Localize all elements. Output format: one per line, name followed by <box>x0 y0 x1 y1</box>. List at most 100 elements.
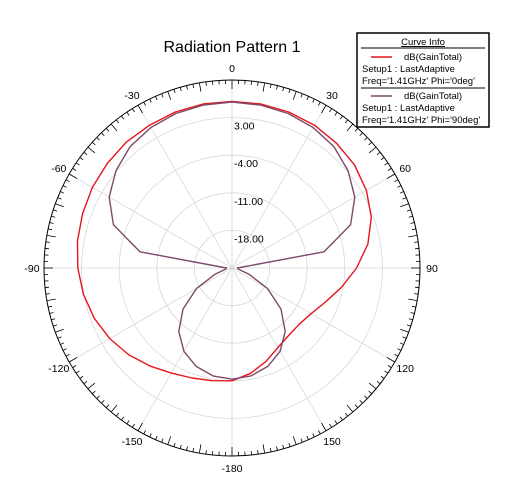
grid-ring <box>156 192 308 344</box>
outer-tick <box>121 416 125 421</box>
outer-tick <box>110 404 118 413</box>
grid-ring <box>193 229 270 306</box>
outer-tick <box>408 298 418 301</box>
outer-tick <box>105 128 110 132</box>
outer-tick <box>72 168 77 171</box>
outer-tick <box>364 137 368 141</box>
radial-tick-label: 3.00 <box>234 121 255 133</box>
outer-tick <box>137 105 143 114</box>
outer-tick <box>92 390 96 395</box>
outer-tick <box>414 241 419 243</box>
outer-tick <box>79 157 84 161</box>
outer-tick <box>45 241 50 243</box>
outer-tick <box>126 420 130 425</box>
outer-tick <box>115 412 120 417</box>
outer-tick <box>368 146 377 154</box>
outer-tick <box>143 101 146 106</box>
outer-tick <box>282 444 285 449</box>
outer-tick <box>179 87 182 92</box>
outer-tick <box>62 185 67 188</box>
outer-tick <box>211 450 214 456</box>
outer-tick <box>83 151 88 156</box>
outer-tick <box>115 119 120 124</box>
outer-tick <box>192 84 195 89</box>
legend-entry-1-name: dB(GainTotal) <box>404 52 462 63</box>
outer-tick <box>262 444 265 454</box>
outer-tick <box>288 89 291 94</box>
outer-tick <box>186 446 188 451</box>
outer-tick <box>49 312 54 314</box>
outer-tick <box>155 435 158 440</box>
outer-tick <box>96 395 100 399</box>
outer-tick <box>346 123 354 132</box>
outer-tick <box>376 380 381 385</box>
outer-tick <box>386 173 395 179</box>
outer-tick <box>384 370 389 374</box>
outer-tick <box>57 336 62 339</box>
outer-tick <box>387 365 392 368</box>
outer-tick <box>406 209 411 212</box>
outer-tick <box>199 444 202 454</box>
outer-tick <box>402 336 407 339</box>
outer-tick <box>211 80 214 86</box>
outer-tick <box>321 105 327 114</box>
outer-tick <box>69 357 78 363</box>
outer-tick <box>44 247 50 250</box>
outer-tick <box>46 235 56 238</box>
outer-tick <box>79 375 84 379</box>
outer-tick <box>384 162 389 166</box>
grid-spoke <box>137 267 233 431</box>
outer-tick <box>269 447 272 452</box>
outer-tick <box>48 305 53 308</box>
outer-tick <box>387 168 392 171</box>
outer-tick <box>269 84 272 89</box>
outer-tick <box>45 293 50 295</box>
outer-tick <box>411 228 416 231</box>
grid-spoke <box>231 104 327 269</box>
outer-tick <box>72 365 77 368</box>
outer-tick <box>312 98 315 103</box>
outer-tick <box>408 235 418 238</box>
outer-tick <box>192 447 195 452</box>
outer-tick <box>411 305 416 308</box>
legend-box <box>356 32 490 128</box>
outer-tick <box>408 215 413 218</box>
outer-tick <box>368 141 372 146</box>
outer-tick <box>55 328 64 333</box>
outer-tick <box>318 101 321 106</box>
angle-tick-label: -60 <box>51 163 66 175</box>
pattern-curve-2 <box>108 101 356 380</box>
radial-tick-label: -18.00 <box>234 233 264 245</box>
angle-tick-label: -90 <box>24 263 39 275</box>
outer-tick <box>121 115 125 120</box>
outer-tick <box>300 438 303 443</box>
legend: Curve Info dB(GainTotal) Setup1 : LastAd… <box>356 32 490 128</box>
legend-header: Curve Info <box>401 37 445 48</box>
outer-tick <box>250 80 253 86</box>
grid-spoke <box>231 173 395 269</box>
outer-tick <box>49 222 54 224</box>
grid-spoke <box>137 104 233 269</box>
outer-tick <box>400 328 409 333</box>
radial-tick-label: -4.00 <box>234 158 258 170</box>
angle-tick-label: 90 <box>426 263 438 275</box>
outer-tick <box>354 128 359 132</box>
outer-tick <box>344 119 349 124</box>
outer-tick <box>334 420 338 425</box>
outer-tick <box>339 115 343 120</box>
outer-tick <box>368 390 372 395</box>
outer-tick <box>110 123 118 132</box>
grid-spoke <box>231 267 327 431</box>
curves <box>76 100 372 382</box>
outer-tick <box>87 382 96 390</box>
outer-tick <box>55 203 64 208</box>
outer-tick <box>288 442 291 447</box>
outer-tick <box>65 179 70 182</box>
outer-tick <box>173 89 176 94</box>
outer-tick <box>414 293 419 295</box>
outer-tick <box>397 348 402 351</box>
outer-tick <box>51 215 56 218</box>
radial-tick-label: -11.00 <box>234 196 263 208</box>
outer-tick <box>96 137 100 141</box>
